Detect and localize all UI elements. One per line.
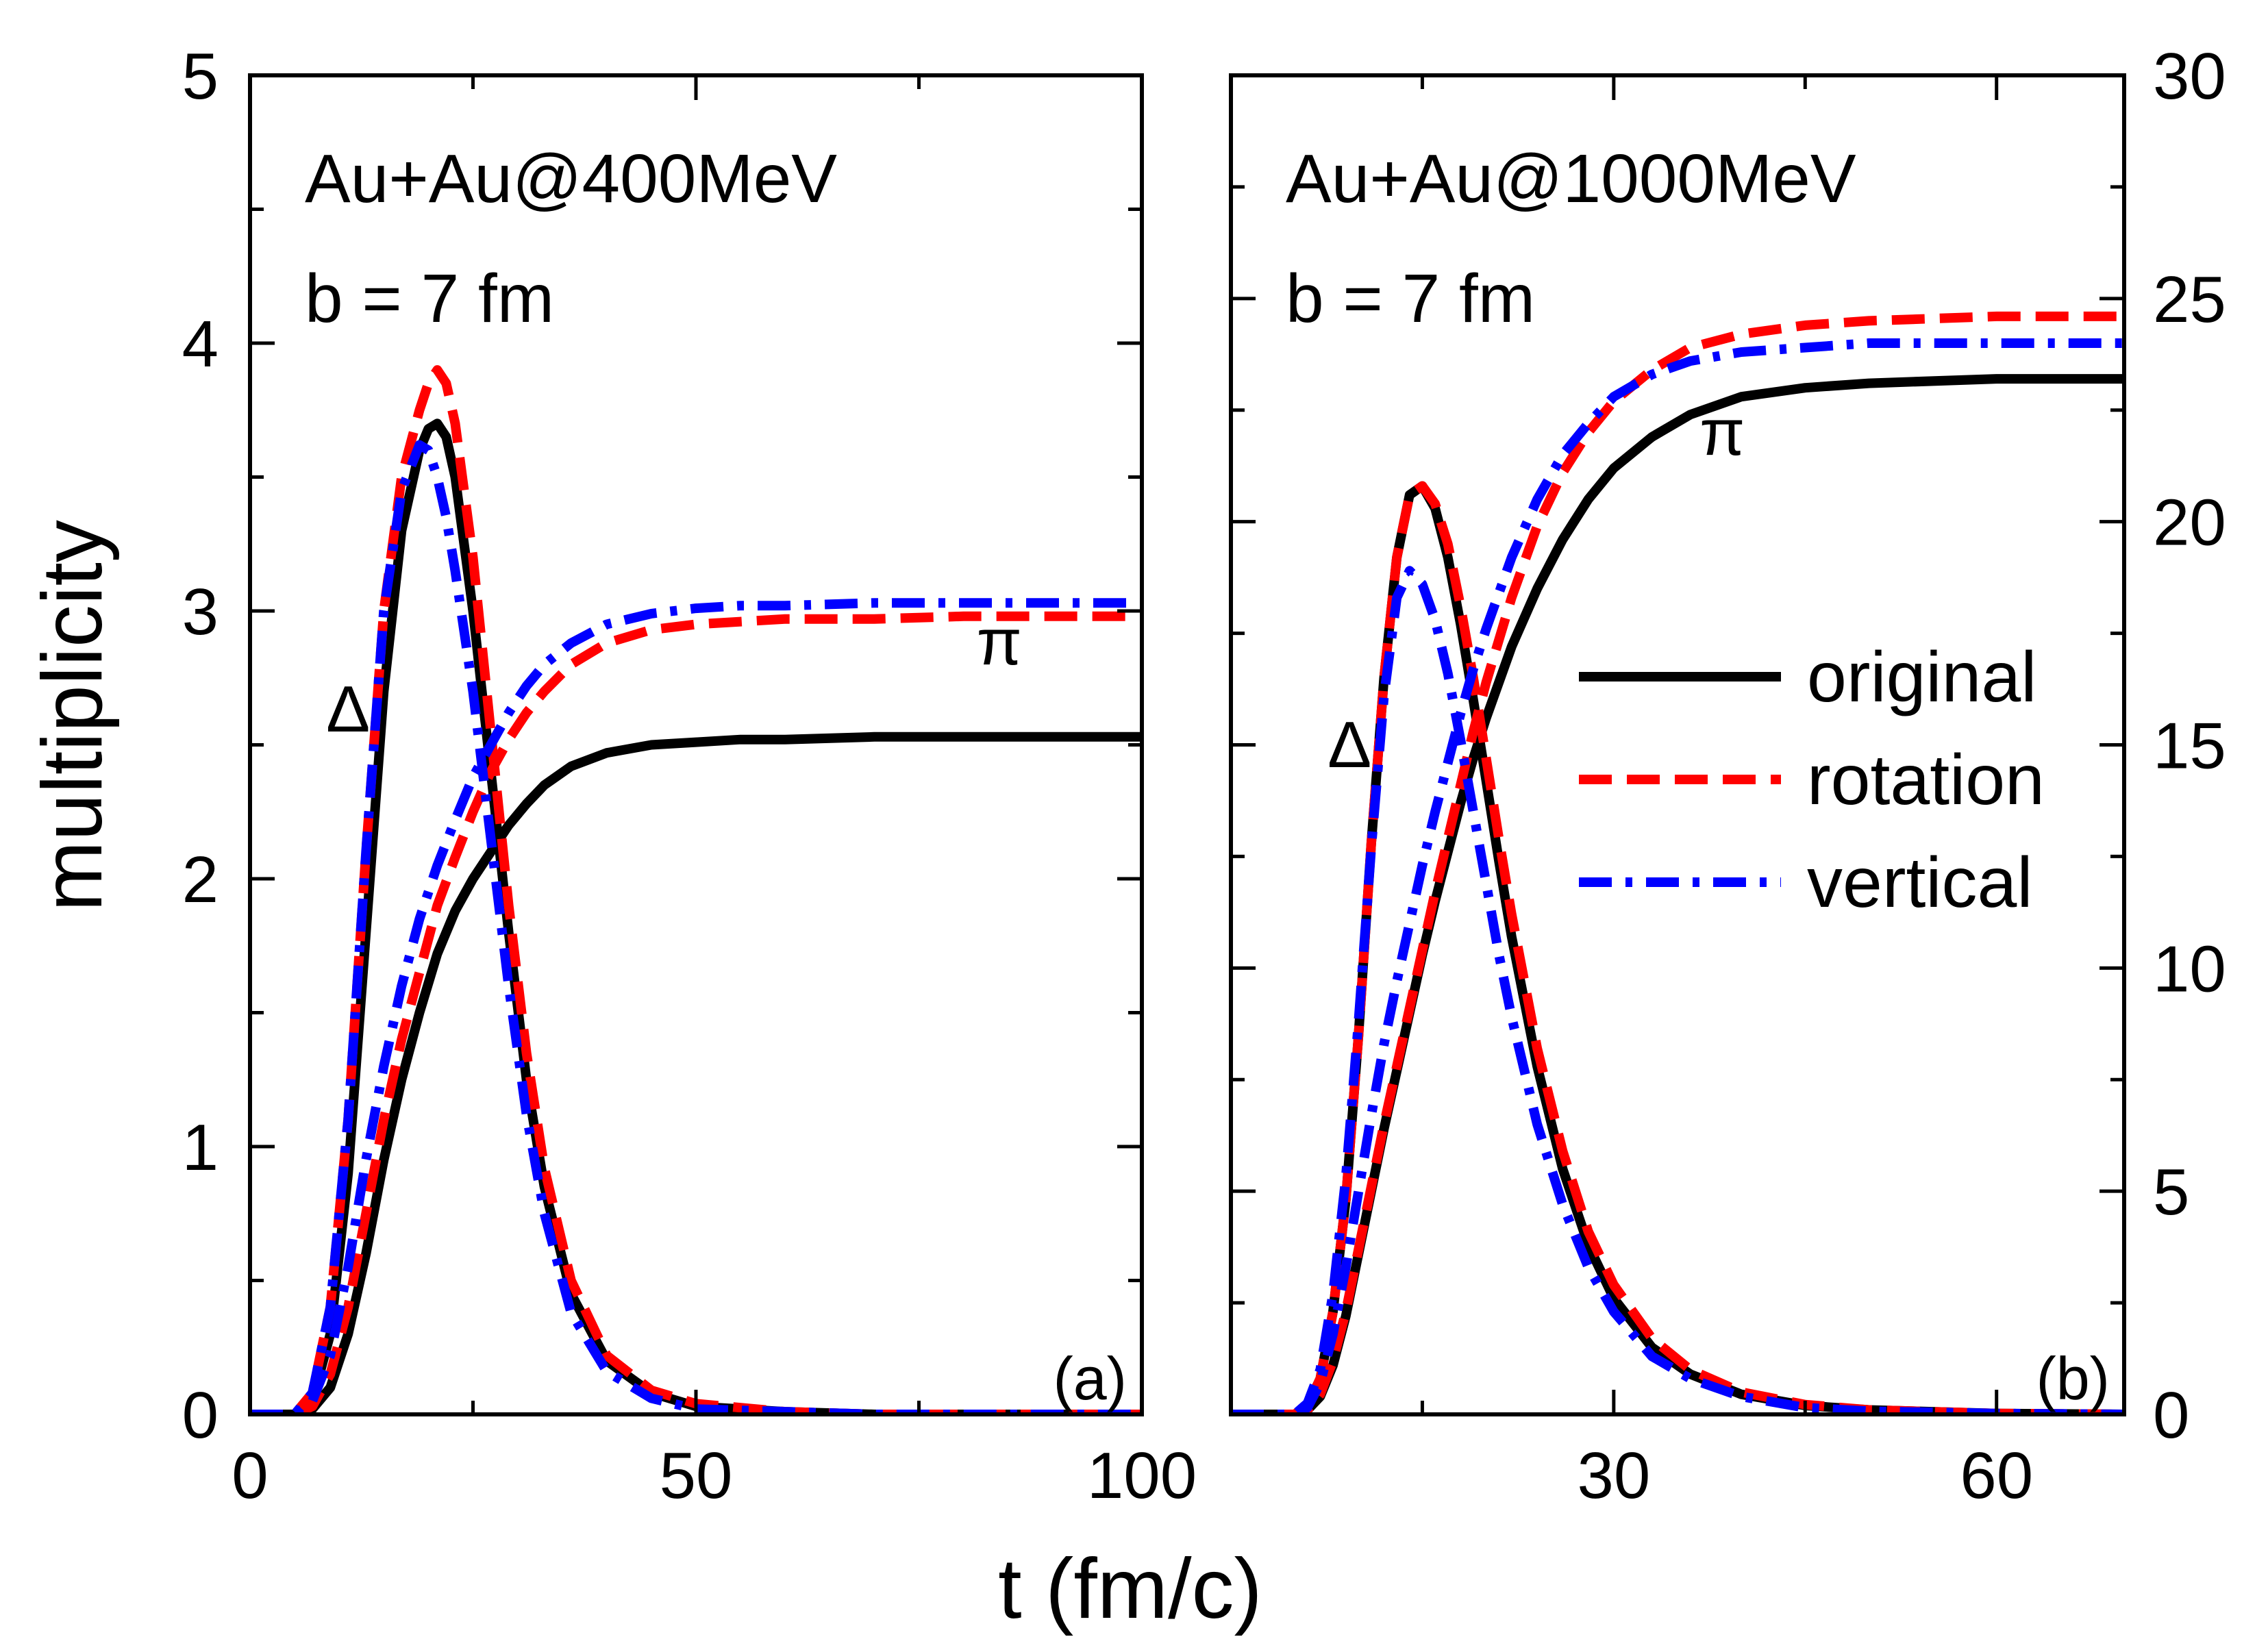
- annotation-line: Au+Au@1000MeV: [1286, 140, 1856, 217]
- y-tick-label: 5: [2153, 1155, 2189, 1229]
- x-tick-label: 50: [660, 1439, 733, 1512]
- legend-rotation-label: rotation: [1807, 740, 2045, 820]
- series-rotation-pi-line: [250, 611, 1142, 1414]
- series-vertical-pi-line: [1231, 338, 2124, 1414]
- panel-a: 0 50 100 0 1 2 3 4 5 Au+Au@400MeV b = 7 fm Δπ (a): [182, 40, 1197, 1512]
- curves: [1231, 311, 2124, 1414]
- x-tick-label: 60: [1960, 1439, 2033, 1512]
- y-tick-label: 4: [182, 308, 219, 381]
- delta-curve-label: Δ: [1328, 708, 1371, 782]
- panel-label: (a): [1053, 1345, 1127, 1412]
- legend-original-label: original: [1807, 638, 2036, 717]
- x-tick-label: 30: [1577, 1439, 1650, 1512]
- y-tick-label: 25: [2153, 263, 2226, 336]
- y-tick-label: 30: [2153, 40, 2226, 113]
- legend-vertical-label: vertical: [1807, 843, 2032, 923]
- y-tick-label: 3: [182, 575, 219, 649]
- series-vertical-delta-line: [1231, 566, 2124, 1414]
- delta-curve-label: Δ: [326, 673, 370, 746]
- series-vertical-pi-line: [250, 598, 1142, 1414]
- y-tick-label: 10: [2153, 932, 2226, 1005]
- panel-label: (b): [2036, 1345, 2110, 1412]
- annotation-line: b = 7 fm: [305, 260, 554, 337]
- x-tick-label: 100: [1087, 1439, 1197, 1512]
- x-axis-title: t (fm/c): [998, 1542, 1262, 1636]
- annotation-line: Au+Au@400MeV: [305, 140, 837, 217]
- x-tick-label: 0: [232, 1439, 268, 1512]
- series-rotation-delta-line: [250, 365, 1142, 1414]
- series-vertical-delta-line: [250, 440, 1142, 1414]
- curves: [250, 365, 1142, 1414]
- y-tick-label: 2: [182, 843, 219, 916]
- y-axis-title: multiplicity: [25, 520, 120, 912]
- y-tick-label: 0: [182, 1379, 219, 1452]
- panel-b: 30 60 0 5 10 15 20 25 30 Au+Au@1000MeV b = 7 fm Δπ (…: [1229, 40, 2226, 1512]
- series-original-pi-line: [250, 732, 1142, 1414]
- y-tick-label: 20: [2153, 486, 2226, 560]
- y-tick-label: 5: [182, 40, 219, 113]
- y-tick-label: 0: [2153, 1379, 2189, 1452]
- y-tick-label: 15: [2153, 710, 2226, 783]
- annotation-line: b = 7 fm: [1286, 260, 1535, 337]
- series-original-delta-line: [250, 418, 1142, 1414]
- series-rotation-pi-line: [1231, 311, 2124, 1414]
- pi-curve-label: π: [977, 605, 1022, 679]
- y-tick-label: 1: [182, 1111, 219, 1184]
- legend: original rotation vertical: [1579, 638, 2045, 923]
- pi-curve-label: π: [1699, 396, 1745, 469]
